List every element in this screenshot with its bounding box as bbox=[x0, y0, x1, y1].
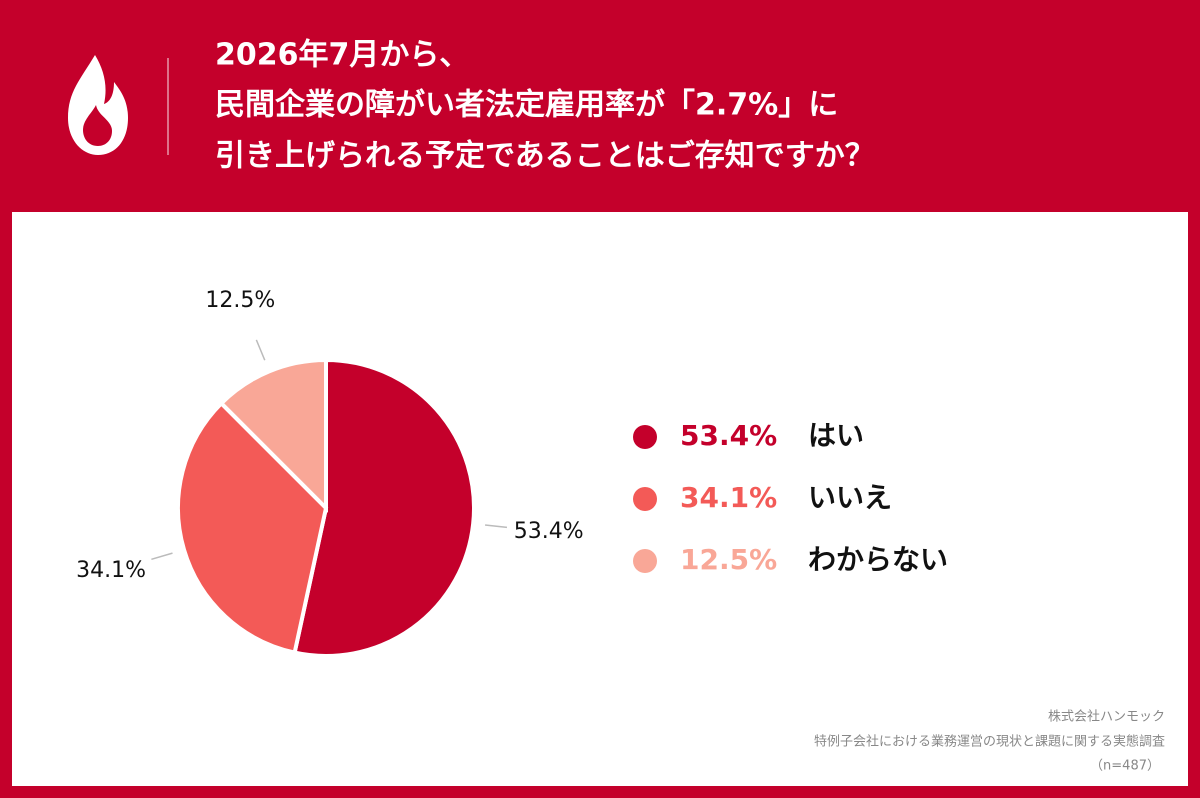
slice-label: 34.1% bbox=[76, 558, 146, 583]
title-line: 引き上げられる予定であることはご存知ですか？ bbox=[215, 139, 875, 174]
legend-marker bbox=[633, 549, 657, 573]
legend-value: 53.4% bbox=[680, 419, 777, 452]
leader-line bbox=[255, 339, 266, 361]
leader-line bbox=[485, 524, 508, 529]
title-line: 民間企業の障がい者法定雇用率が「2.7%」に bbox=[215, 88, 838, 123]
pie-slice bbox=[176, 400, 329, 656]
legend-value: 12.5% bbox=[680, 543, 777, 576]
legend-label: はい bbox=[808, 419, 864, 452]
source-line: （n=487） bbox=[1090, 759, 1160, 774]
title-line: 2026年7月から、 bbox=[215, 38, 469, 73]
legend-value: 34.1% bbox=[680, 481, 777, 514]
source-line: 株式会社ハンモック bbox=[1048, 709, 1165, 725]
title: 2026年7月から、 民間企業の障がい者法定雇用率が「2.7%」に 引き上げられ… bbox=[215, 38, 875, 174]
pie-slice bbox=[292, 357, 476, 658]
source: 株式会社ハンモック 特例子会社における業務運営の現状と課題に関する実態調査 （n… bbox=[814, 709, 1165, 774]
slice-label: 53.4% bbox=[514, 519, 584, 544]
leader-line bbox=[151, 552, 173, 561]
slice-label: 12.5% bbox=[205, 288, 275, 313]
source-line: 特例子会社における業務運営の現状と課題に関する実態調査 bbox=[814, 734, 1165, 750]
legend-label: いいえ bbox=[808, 481, 892, 514]
legend-marker bbox=[633, 487, 657, 511]
legend-marker bbox=[633, 425, 657, 449]
legend-label: わからない bbox=[808, 543, 948, 576]
pie-slice bbox=[218, 357, 328, 513]
fire-icon bbox=[68, 55, 128, 155]
